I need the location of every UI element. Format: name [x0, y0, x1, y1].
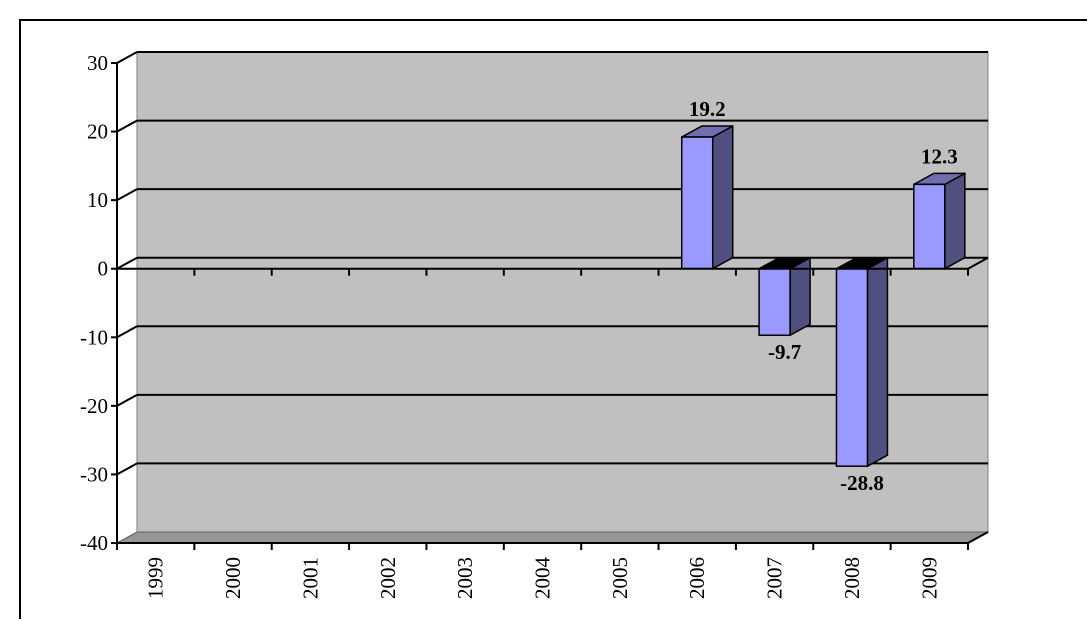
data-label: 19.2 — [689, 97, 726, 121]
bar — [680, 136, 714, 270]
zero-axis-depth — [967, 256, 989, 270]
y-tick-label: -10 — [80, 325, 108, 349]
gridline-depth — [116, 119, 138, 133]
gridline-depth — [116, 393, 138, 407]
x-axis-depth — [967, 531, 989, 544]
x-tick-label: 2005 — [608, 557, 632, 599]
y-tick-label: 0 — [98, 257, 109, 281]
bar-side — [944, 172, 966, 270]
x-tick-label: 2006 — [685, 557, 709, 599]
bar — [913, 183, 946, 270]
bar-side — [866, 256, 889, 468]
data-label: -28.8 — [840, 471, 884, 495]
y-tick-label: 10 — [87, 188, 108, 212]
gridline-depth — [116, 188, 138, 202]
x-tick-label: 2008 — [840, 557, 864, 599]
y-tick-label: -30 — [80, 462, 108, 486]
data-label: 12.3 — [921, 144, 958, 168]
bar — [835, 267, 869, 467]
x-tick-label: 2009 — [917, 557, 941, 599]
y-tick-label: -20 — [80, 394, 108, 418]
x-tick-label: 2003 — [453, 557, 477, 599]
bar — [758, 267, 791, 336]
x-tick-label: 2001 — [298, 557, 322, 599]
chart-floor — [116, 531, 989, 544]
gridline-depth — [116, 256, 138, 270]
bar-side — [711, 124, 734, 270]
chart-frame — [19, 19, 1087, 619]
x-tick-label: 2004 — [531, 557, 555, 600]
x-tick-label: 1999 — [144, 557, 168, 599]
data-label: -9.7 — [768, 340, 801, 364]
y-tick-label: 20 — [87, 120, 108, 144]
gridline-depth — [116, 325, 138, 339]
x-tick-label: 2002 — [376, 557, 400, 599]
gridline-depth — [116, 462, 138, 476]
y-tick-label: -40 — [80, 531, 108, 555]
gridline-depth — [116, 51, 138, 64]
y-tick-label: 30 — [87, 51, 108, 75]
x-tick-label: 2007 — [763, 557, 787, 599]
x-tick-label: 2000 — [221, 557, 245, 599]
